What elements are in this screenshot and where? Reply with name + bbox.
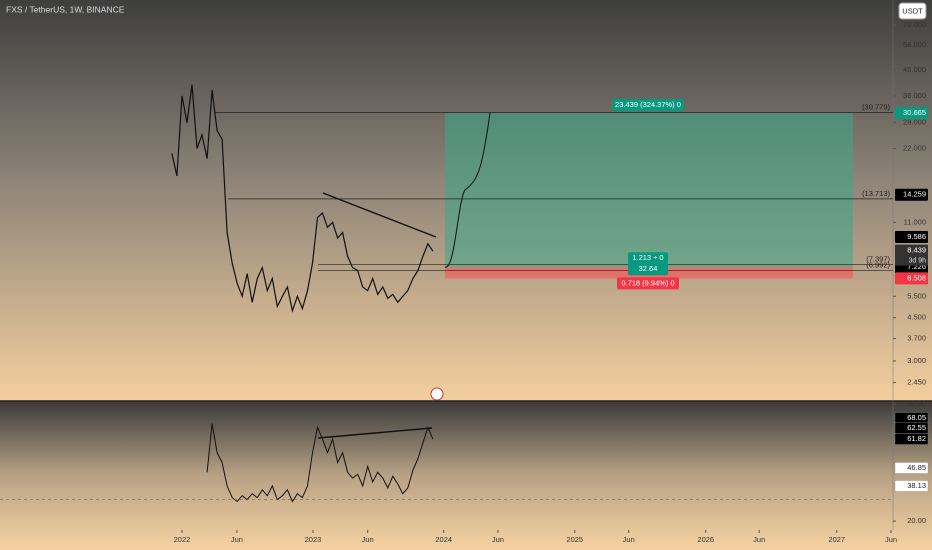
price-line: [171, 84, 434, 314]
x-tick-label: 2022: [174, 535, 191, 544]
x-tick-label: Jun: [623, 535, 635, 544]
x-tick-label: Jun: [492, 535, 504, 544]
y-tick-label: 22.000: [903, 143, 926, 152]
price-label: 14.259: [903, 190, 926, 199]
symbol-header: FXS / TetherUS, 1W, BINANCE: [6, 4, 125, 14]
y-tick-label: 3.000: [907, 356, 926, 365]
level-label: (6.992): [866, 261, 890, 270]
countdown: 3d 9h: [908, 257, 926, 264]
rsi-tick-label: 20.00: [907, 516, 926, 525]
target-label: 23.439 (324.37%) 0: [615, 100, 681, 109]
rsi-value-bg: [894, 462, 929, 474]
price-label-bg: [895, 188, 928, 201]
rsi-line: [206, 423, 434, 503]
price-label: 30.665: [903, 108, 926, 117]
price-label-bg: [895, 107, 928, 120]
entry-label-bg: [628, 252, 668, 265]
rsi-value-label: 61.82: [907, 434, 926, 443]
price-label-bg: [895, 244, 928, 257]
x-tick-label: Jun: [362, 535, 374, 544]
level-label: (7.397): [866, 255, 890, 264]
target-zone: [445, 113, 853, 268]
price-label-bg: [895, 231, 928, 244]
price-label: 6.508: [907, 273, 926, 282]
y-tick-label: 11.000: [904, 217, 926, 226]
y-tick-label: 70.000: [903, 20, 926, 29]
x-tick-label: Jun: [885, 535, 897, 544]
trend-line: [322, 192, 437, 238]
entry-sub: 32.64: [639, 264, 658, 273]
x-tick-label: Jun: [753, 535, 765, 544]
projection-curve: [444, 112, 491, 268]
rsi-tick-label: 80.00: [907, 399, 926, 408]
rsi-value-bg: [894, 433, 929, 445]
y-tick-label: 28.000: [903, 118, 926, 127]
currency-button[interactable]: [898, 2, 927, 20]
rsi-value-label: 62.55: [907, 423, 926, 432]
level-label: (30.779): [862, 103, 890, 112]
x-tick-label: 2026: [697, 535, 714, 544]
target-label-bg: [612, 99, 684, 112]
x-tick-label: 2023: [305, 535, 322, 544]
rsi-value-label: 46.85: [907, 463, 926, 472]
rsi-pane: [0, 401, 932, 550]
countdown-bg: [895, 255, 928, 266]
event-icon[interactable]: [430, 387, 444, 401]
y-tick-label: 46.000: [903, 65, 926, 74]
rsi-value-label: 68.05: [907, 413, 926, 422]
y-tick-label: 58.000: [903, 40, 926, 49]
stop-label-bg: [617, 277, 679, 290]
level-label: (13.713): [862, 189, 890, 198]
x-tick-label: 2024: [435, 535, 452, 544]
y-tick-label: 5.500: [907, 291, 926, 300]
price-label: 9.586: [907, 232, 926, 241]
price-label-bg: [895, 272, 928, 285]
price-label: 7.226: [907, 262, 926, 271]
x-tick-label: Jun: [231, 535, 243, 544]
rsi-trend-line: [317, 427, 433, 439]
x-tick-label: 2027: [828, 535, 845, 544]
price-label: 8.439: [907, 246, 926, 255]
x-tick-label: 2025: [566, 535, 583, 544]
rsi-value-bg: [894, 480, 929, 492]
y-tick-label: 3.700: [907, 334, 926, 343]
entry-label: 1.213 ÷ 0: [632, 253, 663, 262]
rsi-value-label: 38.13: [907, 481, 926, 490]
stop-label: 0.718 (9.94%) 0: [621, 278, 674, 287]
y-tick-label: 2.450: [907, 378, 926, 387]
currency-button-label[interactable]: USDT: [902, 6, 923, 15]
y-tick-label: 36.000: [903, 91, 926, 100]
y-tick-label: 4.500: [907, 313, 926, 322]
entry-sub-bg: [628, 263, 668, 276]
